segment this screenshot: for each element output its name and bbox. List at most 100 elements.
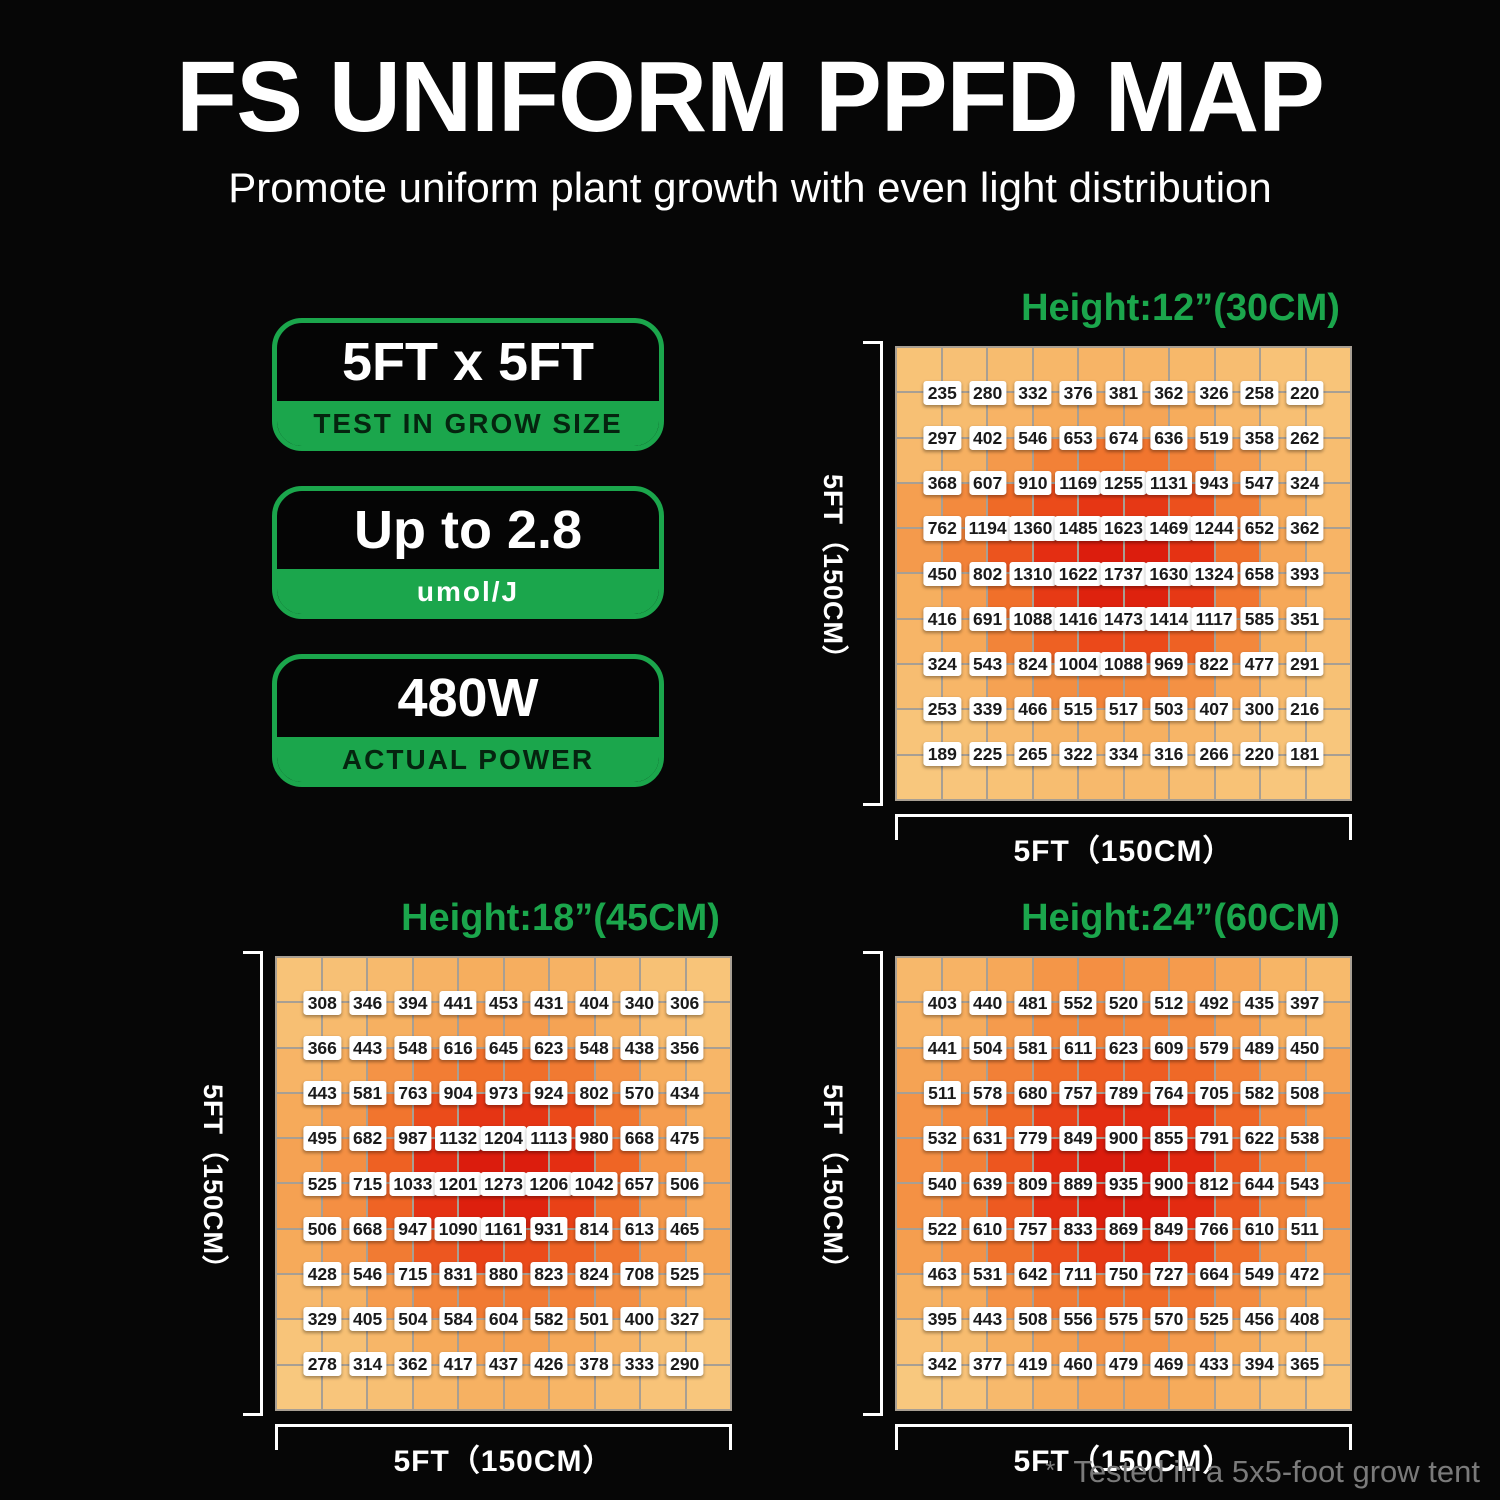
ppfd-value: 465 (666, 1216, 704, 1241)
ppfd-value: 824 (575, 1261, 613, 1286)
ppfd-value: 1623 (1100, 516, 1147, 541)
ppfd-value: 479 (1104, 1351, 1143, 1376)
badge-efficacy: Up to 2.8 umol/J (272, 486, 664, 619)
ppfd-value: 584 (439, 1306, 477, 1331)
ppfd-value: 1201 (434, 1171, 482, 1196)
ppfd-value: 546 (348, 1261, 387, 1286)
ppfd-value: 1360 (1009, 516, 1057, 541)
ppfd-value: 525 (1195, 1306, 1233, 1331)
ppfd-value: 824 (1014, 651, 1052, 676)
ppfd-value: 525 (303, 1171, 341, 1196)
ppfd-value: 189 (923, 741, 961, 766)
ppfd-value: 419 (1014, 1351, 1052, 1376)
ppfd-value: 812 (1195, 1171, 1233, 1196)
ppfd-value: 855 (1150, 1126, 1188, 1151)
ppfd-value: 1485 (1054, 516, 1102, 541)
ppfd-value: 475 (666, 1126, 704, 1151)
ppfd-value: 540 (923, 1171, 961, 1196)
ppfd-value: 581 (1014, 1036, 1052, 1061)
x-axis-label: 5FT（150CM） (393, 1445, 614, 1478)
ppfd-value: 931 (530, 1216, 568, 1241)
ppfd-value: 547 (1240, 471, 1278, 496)
ppfd-value: 333 (620, 1351, 658, 1376)
ppfd-value: 1414 (1145, 606, 1193, 631)
ppfd-value: 453 (484, 991, 523, 1016)
ppfd-value: 220 (1240, 741, 1278, 766)
ppfd-value: 556 (1059, 1306, 1097, 1331)
ppfd-value: 376 (1059, 381, 1097, 406)
ppfd-value: 653 (1059, 426, 1097, 451)
ppfd-value: 340 (620, 991, 658, 1016)
footnote-text: Tested in a 5x5-foot grow tent (1073, 1454, 1480, 1489)
ppfd-map-height-12in: Height:12”(30CM) 5FT（150CM） 235 280 332 376… (818, 287, 1352, 868)
ppfd-value: 428 (303, 1261, 341, 1286)
ppfd-value: 1469 (1145, 516, 1193, 541)
ppfd-value: 715 (394, 1261, 432, 1286)
ppfd-value: 297 (923, 426, 961, 451)
x-axis-bracket (895, 1424, 1352, 1450)
ppfd-value: 889 (1059, 1171, 1097, 1196)
ppfd-value: 450 (1286, 1036, 1324, 1061)
ppfd-value: 441 (439, 991, 477, 1016)
y-axis-bracket (243, 951, 263, 1416)
y-axis-label: 5FT（150CM） (818, 1083, 848, 1284)
ppfd-value: 802 (575, 1081, 613, 1106)
ppfd-value: 1324 (1190, 561, 1238, 586)
ppfd-value: 1161 (480, 1216, 527, 1241)
ppfd-value: 431 (530, 991, 568, 1016)
ppfd-value: 616 (439, 1036, 477, 1061)
ppfd-value: 512 (1150, 991, 1188, 1016)
ppfd-value: 225 (968, 741, 1007, 766)
ppfd-value: 262 (1286, 426, 1324, 451)
ppfd-value: 362 (1286, 516, 1324, 541)
ppfd-value: 1622 (1054, 561, 1102, 586)
ppfd-value: 1033 (389, 1171, 437, 1196)
ppfd-value: 472 (1286, 1261, 1324, 1286)
ppfd-value: 644 (1240, 1171, 1278, 1196)
ppfd-value: 443 (348, 1036, 387, 1061)
ppfd-value: 426 (530, 1351, 568, 1376)
ppfd-value: 1169 (1055, 471, 1102, 496)
ppfd-map-height-24in: Height:24”(60CM) 5FT（150CM） 403 440 481 552… (818, 897, 1352, 1478)
ppfd-value: 517 (1104, 696, 1143, 721)
ppfd-value: 809 (1014, 1171, 1052, 1196)
ppfd-value: 358 (1240, 426, 1278, 451)
ppfd-value: 477 (1240, 651, 1278, 676)
ppfd-value: 181 (1286, 741, 1324, 766)
ppfd-value: 434 (666, 1081, 704, 1106)
ppfd-value: 610 (1240, 1216, 1278, 1241)
ppfd-value: 1244 (1190, 516, 1238, 541)
y-axis: 5FT（150CM） (814, 951, 883, 1416)
ppfd-value: 393 (1286, 561, 1324, 586)
ppfd-value: 631 (968, 1126, 1007, 1151)
ppfd-value: 757 (1014, 1216, 1052, 1241)
ppfd-value: 766 (1195, 1216, 1233, 1241)
map-title-18in: Height:18”(45CM) (401, 897, 720, 939)
ppfd-value: 324 (1286, 471, 1324, 496)
ppfd-value: 440 (968, 991, 1007, 1016)
ppfd-value: 265 (1014, 741, 1052, 766)
ppfd-value: 404 (575, 991, 613, 1016)
ppfd-value: 880 (484, 1261, 523, 1286)
ppfd-value: 504 (394, 1306, 432, 1331)
ppfd-value: 433 (1195, 1351, 1233, 1376)
y-axis: 5FT（150CM） (814, 341, 883, 806)
ppfd-value: 1088 (1009, 606, 1057, 631)
ppfd-value: 910 (1014, 471, 1052, 496)
ppfd-value: 469 (1150, 1351, 1188, 1376)
x-axis-bracket (275, 1424, 732, 1450)
ppfd-value: 402 (968, 426, 1007, 451)
ppfd-value: 438 (620, 1036, 658, 1061)
ppfd-value: 947 (394, 1216, 432, 1241)
ppfd-value: 668 (348, 1216, 387, 1241)
ppfd-value: 253 (923, 696, 961, 721)
ppfd-value: 1273 (480, 1171, 527, 1196)
ppfd-value: 980 (575, 1126, 613, 1151)
ppfd-value: 711 (1060, 1261, 1097, 1286)
ppfd-value: 538 (1286, 1126, 1324, 1151)
ppfd-value: 585 (1240, 606, 1278, 631)
y-axis-label: 5FT（150CM） (198, 1083, 228, 1284)
ppfd-value: 581 (348, 1081, 387, 1106)
ppfd-value: 356 (666, 1036, 704, 1061)
ppfd-value: 762 (923, 516, 961, 541)
